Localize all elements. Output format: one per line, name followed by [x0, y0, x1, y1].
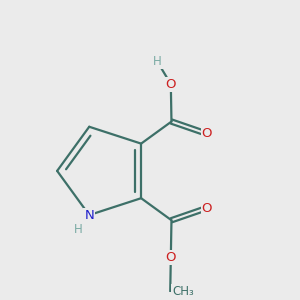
Text: N: N — [84, 208, 94, 222]
Text: O: O — [202, 127, 212, 140]
Text: O: O — [166, 251, 176, 264]
Text: O: O — [202, 202, 212, 214]
Text: O: O — [166, 78, 176, 91]
Text: H: H — [153, 55, 162, 68]
Text: H: H — [74, 223, 83, 236]
Text: CH₃: CH₃ — [172, 285, 194, 298]
